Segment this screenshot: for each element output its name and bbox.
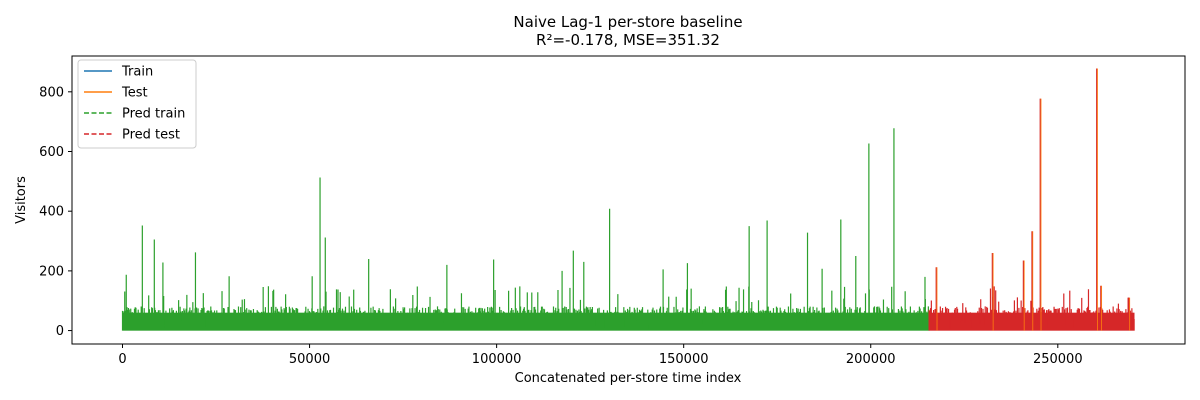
series-test xyxy=(936,68,1131,331)
y-axis-label: Visitors xyxy=(14,176,29,224)
series-pred-test xyxy=(928,68,1135,331)
y-tick-label: 800 xyxy=(39,85,64,100)
legend-label: Pred test xyxy=(122,128,180,143)
x-tick-label: 50000 xyxy=(289,352,330,367)
x-tick-label: 100000 xyxy=(472,352,522,367)
y-tick-label: 0 xyxy=(56,324,64,339)
y-axis: 0 200 400 600 800 xyxy=(39,85,72,339)
x-tick-label: 0 xyxy=(118,352,126,367)
legend-label: Pred train xyxy=(122,107,185,122)
plot-area-frame xyxy=(71,55,1186,345)
y-tick-label: 600 xyxy=(39,145,64,160)
x-tick-label: 150000 xyxy=(659,352,709,367)
legend: Train Test Pred train Pred test xyxy=(77,59,197,149)
chart-subtitle: R²=-0.178, MSE=351.32 xyxy=(536,31,720,49)
series-pred-train xyxy=(121,128,930,331)
y-tick-label: 200 xyxy=(39,264,64,279)
x-tick-label: 200000 xyxy=(846,352,896,367)
y-tick-label: 400 xyxy=(39,205,64,220)
legend-box xyxy=(77,59,197,149)
legend-label: Train xyxy=(121,65,153,80)
x-axis: 0 50000 100000 150000 200000 250000 xyxy=(118,344,1083,367)
series-layer xyxy=(121,68,1135,331)
chart-title: Naive Lag-1 per-store baseline xyxy=(513,13,742,31)
legend-label: Test xyxy=(121,86,148,101)
x-tick-label: 250000 xyxy=(1033,352,1083,367)
x-axis-label: Concatenated per-store time index xyxy=(515,371,742,386)
